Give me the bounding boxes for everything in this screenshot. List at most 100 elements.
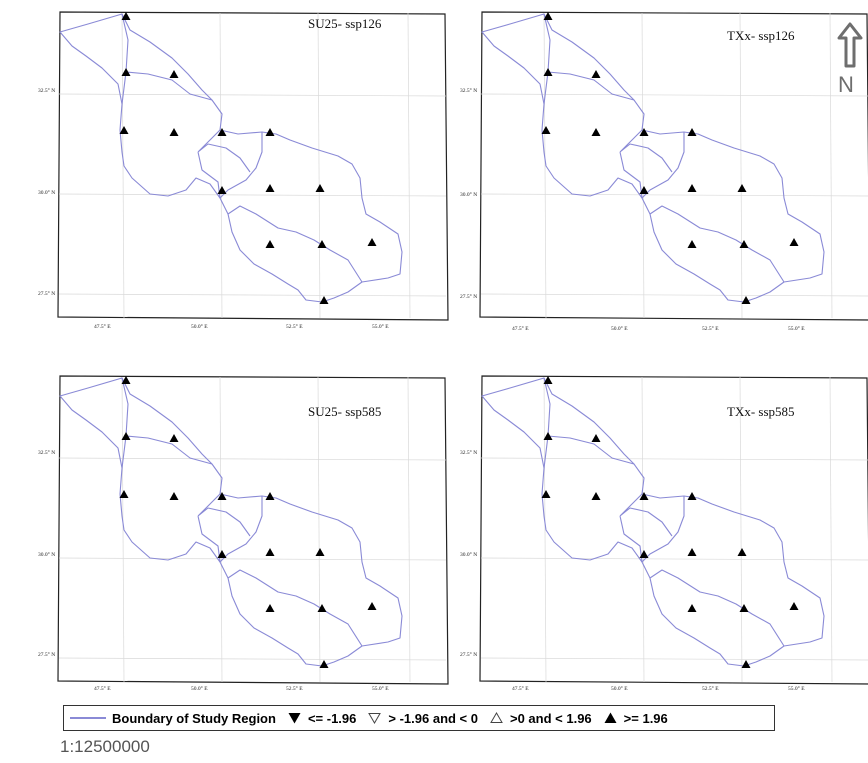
- parallel-line: [480, 557, 868, 561]
- sub-basin-boundary: [619, 129, 673, 199]
- station-triangle-significant-increase: [789, 602, 799, 610]
- legend-label: >= 1.96: [623, 710, 668, 726]
- lon-label-50-0: 50.0° E: [191, 686, 208, 692]
- sub-basin-boundary: [649, 569, 785, 647]
- meridian-line: [739, 12, 743, 319]
- station-triangle-significant-increase: [687, 604, 697, 612]
- station-triangle-significant-increase: [543, 12, 553, 20]
- sub-basin-boundary: [227, 205, 363, 283]
- map-frame: [57, 375, 449, 685]
- lat-label-30-0: 30.0° N: [38, 552, 56, 558]
- meridian-line: [543, 376, 547, 683]
- legend-boundary: Boundary of Study Region: [112, 711, 276, 726]
- lat-label-32-5: 32.5° N: [460, 88, 478, 94]
- meridian-line: [317, 12, 321, 319]
- station-triangle-significant-increase: [591, 128, 601, 136]
- station-triangle-significant-increase: [789, 238, 799, 246]
- station-triangle-significant-increase: [319, 660, 329, 668]
- map-panel-su25-ssp585: SU25- ssp585 32.5° N 30.0° N 27.5° N 47.…: [38, 366, 450, 710]
- station-triangle-significant-increase: [543, 432, 553, 440]
- legend-boundary-label: Boundary of Study Region: [112, 710, 276, 726]
- study-region-boundary: [59, 13, 403, 303]
- station-triangle-significant-increase: [687, 240, 697, 248]
- lat-label-32-5: 32.5° N: [460, 450, 478, 456]
- station-triangle-significant-increase: [119, 126, 129, 134]
- station-triangle-significant-increase: [315, 548, 325, 556]
- station-triangle-significant-increase: [169, 434, 179, 442]
- lat-label-30-0: 30.0° N: [38, 190, 56, 196]
- station-triangle-significant-increase: [367, 238, 377, 246]
- station-triangle-significant-increase: [639, 128, 649, 136]
- meridian-line: [543, 12, 547, 319]
- lon-label-47-5: 47.5° E: [512, 326, 529, 332]
- parallel-line: [58, 293, 447, 297]
- map-scale: 1:12500000: [60, 737, 150, 756]
- station-triangle-significant-increase: [367, 602, 377, 610]
- station-triangle-significant-increase: [541, 126, 551, 134]
- meridian-line: [829, 376, 833, 683]
- legend-item-weak-decrease: > -1.96 and < 0: [368, 711, 478, 726]
- north-arrow-icon: [837, 22, 863, 68]
- sub-basin-boundary: [197, 493, 251, 563]
- station-triangle-significant-increase: [541, 490, 551, 498]
- station-triangle-significant-increase: [169, 492, 179, 500]
- study-region-boundary: [481, 377, 825, 667]
- station-triangle-significant-increase: [687, 492, 697, 500]
- map-svg: [57, 11, 449, 321]
- station-triangle-significant-increase: [169, 128, 179, 136]
- station-triangle-significant-increase: [121, 376, 131, 384]
- sub-basin-boundary: [227, 569, 363, 647]
- meridian-line: [219, 376, 223, 683]
- station-triangle-significant-increase: [737, 548, 747, 556]
- station-triangle-significant-increase: [739, 240, 749, 248]
- station-triangle-significant-increase: [687, 548, 697, 556]
- map-frame: [479, 375, 868, 685]
- legend: Boundary of Study Region <= -1.96 > -1.9…: [63, 705, 775, 731]
- parallel-line: [480, 193, 868, 197]
- lat-label-27-5: 27.5° N: [38, 291, 56, 297]
- meridian-line: [641, 12, 645, 319]
- station-triangle-significant-increase: [543, 68, 553, 76]
- sub-basin-boundary: [641, 132, 685, 199]
- station-triangle-significant-increase: [217, 492, 227, 500]
- sub-basin-boundary: [641, 496, 685, 563]
- station-triangle-significant-increase: [317, 604, 327, 612]
- lat-label-27-5: 27.5° N: [460, 294, 478, 300]
- parallel-line: [480, 293, 868, 297]
- station-triangle-significant-increase: [639, 492, 649, 500]
- sub-basin-boundary: [547, 71, 635, 101]
- station-triangle-significant-increase: [121, 12, 131, 20]
- map-svg: [479, 11, 868, 321]
- sub-basin-boundary: [121, 13, 129, 105]
- station-triangle-significant-increase: [265, 240, 275, 248]
- parallel-line: [58, 657, 447, 661]
- station-triangle-significant-increase: [639, 550, 649, 558]
- map-frame: [57, 11, 449, 321]
- station-triangle-significant-increase: [543, 376, 553, 384]
- map-panel-su25-ssp126: SU25- ssp126 32.5° N 30.0° N 27.5° N 47.…: [38, 2, 450, 346]
- study-region-boundary: [59, 377, 403, 667]
- boundary-line-icon: [70, 717, 106, 719]
- map-panel-txx-ssp585: TXx- ssp585 32.5° N 30.0° N 27.5° N 47.5…: [460, 366, 868, 710]
- sub-basin-boundary: [197, 129, 251, 199]
- lon-label-52-5: 52.5° E: [702, 686, 719, 692]
- station-triangle-significant-increase: [217, 550, 227, 558]
- station-triangle-significant-increase: [639, 186, 649, 194]
- lon-label-52-5: 52.5° E: [286, 686, 303, 692]
- meridian-line: [219, 12, 223, 319]
- station-triangle-significant-increase: [265, 604, 275, 612]
- station-triangle-significant-increase: [741, 296, 751, 304]
- filled-up-triangle-icon: [604, 712, 617, 723]
- station-triangle-significant-increase: [265, 548, 275, 556]
- sub-basin-boundary: [543, 13, 551, 105]
- meridian-line: [829, 12, 833, 319]
- map-panel-txx-ssp126: TXx- ssp126 32.5° N 30.0° N 27.5° N 47.5…: [460, 2, 868, 346]
- legend-item-weak-increase: >0 and < 1.96: [490, 711, 592, 726]
- station-triangle-significant-increase: [265, 128, 275, 136]
- station-triangle-significant-increase: [319, 296, 329, 304]
- station-triangle-significant-increase: [739, 604, 749, 612]
- station-triangle-significant-increase: [317, 240, 327, 248]
- legend-label: > -1.96 and < 0: [388, 710, 478, 726]
- lat-label-30-0: 30.0° N: [460, 192, 478, 198]
- lon-label-50-0: 50.0° E: [611, 326, 628, 332]
